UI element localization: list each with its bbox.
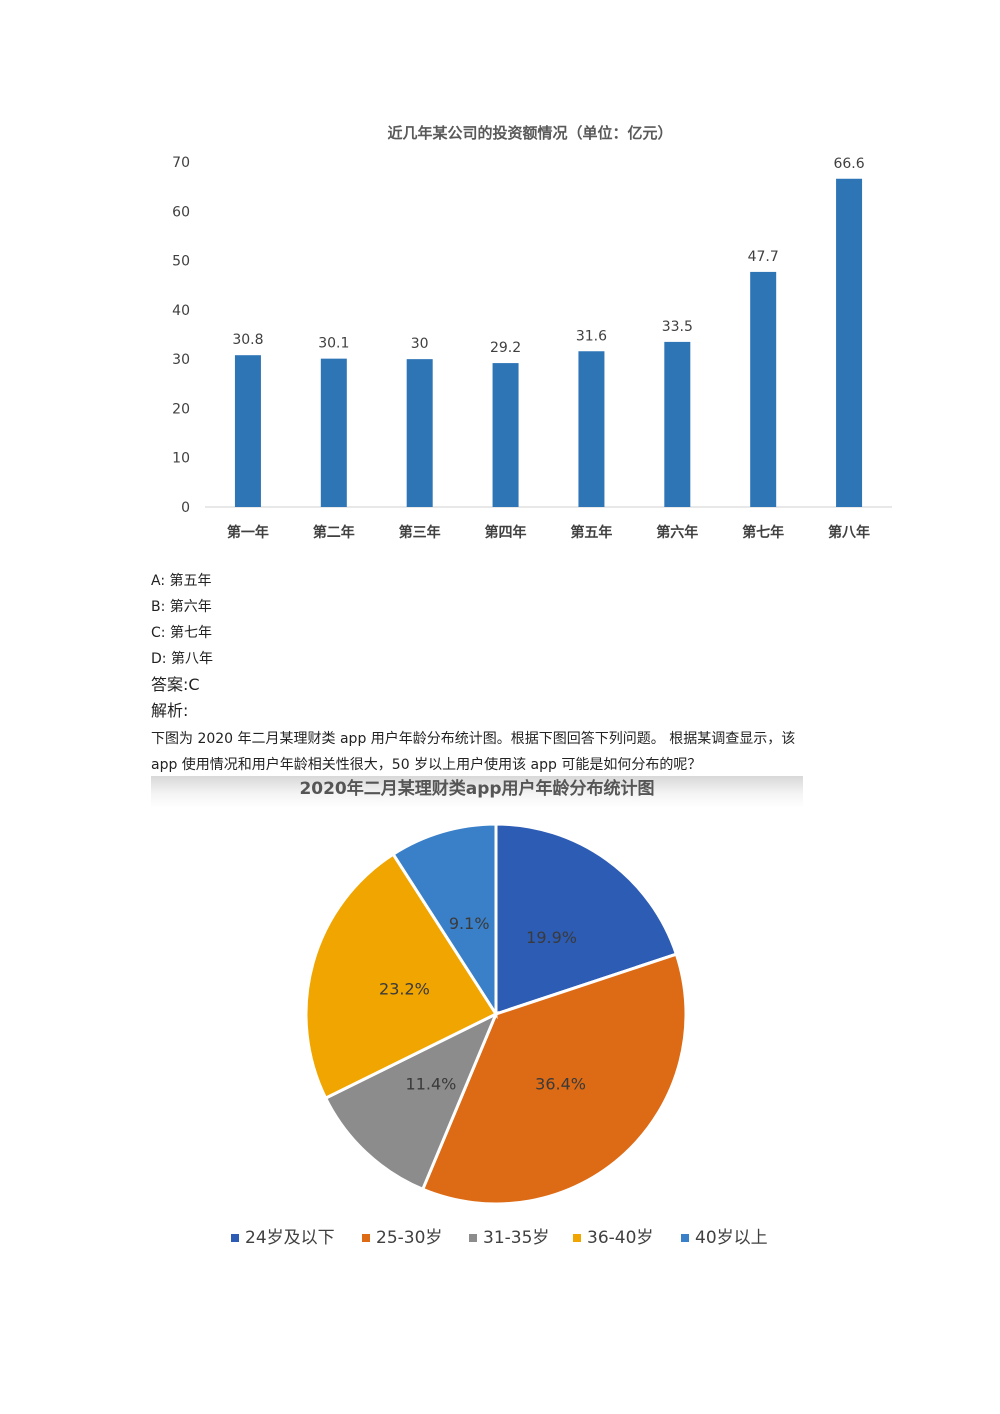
age-pie-chart: 2020年二月某理财类app用户年龄分布统计图 19.9% 36.4% 11.4% 2… — [151, 776, 803, 1268]
legend-label: 24岁及以下 — [245, 1228, 335, 1248]
bar-data-label: 30.1 — [318, 336, 349, 352]
x-tick-label: 第一年 — [227, 524, 269, 541]
y-tick-label: 0 — [181, 500, 190, 516]
bar-data-label: 66.6 — [833, 156, 864, 172]
y-tick-label: 30 — [172, 352, 190, 368]
y-tick-label: 70 — [172, 155, 190, 171]
answer-text: 答案:C — [151, 675, 200, 694]
bar — [836, 178, 863, 507]
option-a: A: 第五年 — [151, 573, 212, 589]
legend-swatch — [231, 1234, 239, 1242]
bar-data-label: 30 — [411, 336, 429, 352]
legend-item: 40岁以上 — [681, 1228, 768, 1248]
bar — [406, 359, 433, 507]
legend-swatch — [362, 1234, 370, 1242]
investment-bar-chart: 近几年某公司的投资额情况（单位：亿元） 0 10 20 30 40 50 60 70 30.8 第一… — [150, 110, 910, 555]
option-b: B: 第六年 — [151, 599, 212, 615]
analysis-paragraph: 下图为 2020 年二月某理财类 app 用户年龄分布统计图。根据下图回答下列问… — [151, 726, 871, 778]
pie-slice — [304, 852, 499, 1101]
legend-label: 31-35岁 — [483, 1228, 549, 1248]
pie-slice — [323, 1010, 499, 1192]
legend-swatch — [681, 1234, 689, 1242]
answer-options: A: 第五年 B: 第六年 C: 第七年 D: 第八年 — [151, 568, 213, 672]
bar-data-label: 33.5 — [662, 319, 693, 335]
pie-slice — [494, 822, 679, 1017]
legend-swatch — [469, 1234, 477, 1242]
bar-data-label: 29.2 — [490, 340, 521, 356]
bar-chart-svg: 近几年某公司的投资额情况（单位：亿元） 0 10 20 30 40 50 60 70 30.8 第一… — [172, 124, 892, 541]
bar — [492, 363, 519, 507]
pie-slice — [391, 822, 498, 1020]
pie-chart-svg: 19.9% 36.4% 11.4% 23.2% 9.1% 24岁及以下 25-30岁 31-3… — [231, 822, 768, 1248]
legend-item: 25-30岁 — [362, 1228, 442, 1248]
y-tick-label: 40 — [172, 303, 190, 319]
y-tick-label: 60 — [172, 204, 190, 220]
legend-label: 36-40岁 — [587, 1228, 653, 1248]
x-tick-label: 第二年 — [313, 524, 355, 541]
analysis-label: 解析: — [151, 701, 189, 720]
y-tick-label: 50 — [172, 254, 190, 270]
slice-data-label: 36.4% — [535, 1075, 586, 1094]
bar — [320, 358, 347, 507]
slice-data-label: 23.2% — [379, 980, 430, 999]
x-tick-label: 第八年 — [828, 524, 870, 541]
paragraph-line-2: app 使用情况和用户年龄相关性很大，50 岁以上用户使用该 app 可能是如何… — [151, 757, 702, 773]
legend-label: 40岁以上 — [695, 1228, 768, 1248]
option-c: C: 第七年 — [151, 625, 212, 641]
legend-swatch — [573, 1234, 581, 1242]
y-tick-label: 20 — [172, 401, 190, 417]
legend-item: 31-35岁 — [469, 1228, 549, 1248]
legend-item: 24岁及以下 — [231, 1228, 335, 1248]
pie-slice — [420, 952, 688, 1206]
slice-data-label: 9.1% — [449, 914, 490, 933]
legend-item: 36-40岁 — [573, 1228, 653, 1248]
bar — [578, 351, 605, 507]
bar-data-label: 47.7 — [748, 249, 779, 265]
bar — [664, 341, 691, 507]
bar-data-label: 30.8 — [232, 332, 263, 348]
x-tick-label: 第七年 — [742, 524, 784, 541]
x-tick-label: 第五年 — [570, 524, 612, 541]
legend-label: 25-30岁 — [376, 1228, 442, 1248]
slice-data-label: 11.4% — [406, 1074, 457, 1093]
bar — [750, 271, 777, 507]
x-tick-label: 第六年 — [656, 524, 698, 541]
y-tick-label: 10 — [172, 451, 190, 467]
x-tick-label: 第三年 — [399, 524, 441, 541]
option-d: D: 第八年 — [151, 651, 213, 667]
slice-data-label: 19.9% — [526, 928, 577, 947]
bar — [234, 355, 261, 507]
bar-data-label: 31.6 — [576, 328, 607, 344]
x-tick-label: 第四年 — [485, 524, 527, 541]
bar-chart-title: 近几年某公司的投资额情况（单位：亿元） — [387, 124, 672, 142]
pie-chart-title: 2020年二月某理财类app用户年龄分布统计图 — [151, 776, 803, 808]
paragraph-line-1: 下图为 2020 年二月某理财类 app 用户年龄分布统计图。根据下图回答下列问… — [151, 731, 796, 747]
